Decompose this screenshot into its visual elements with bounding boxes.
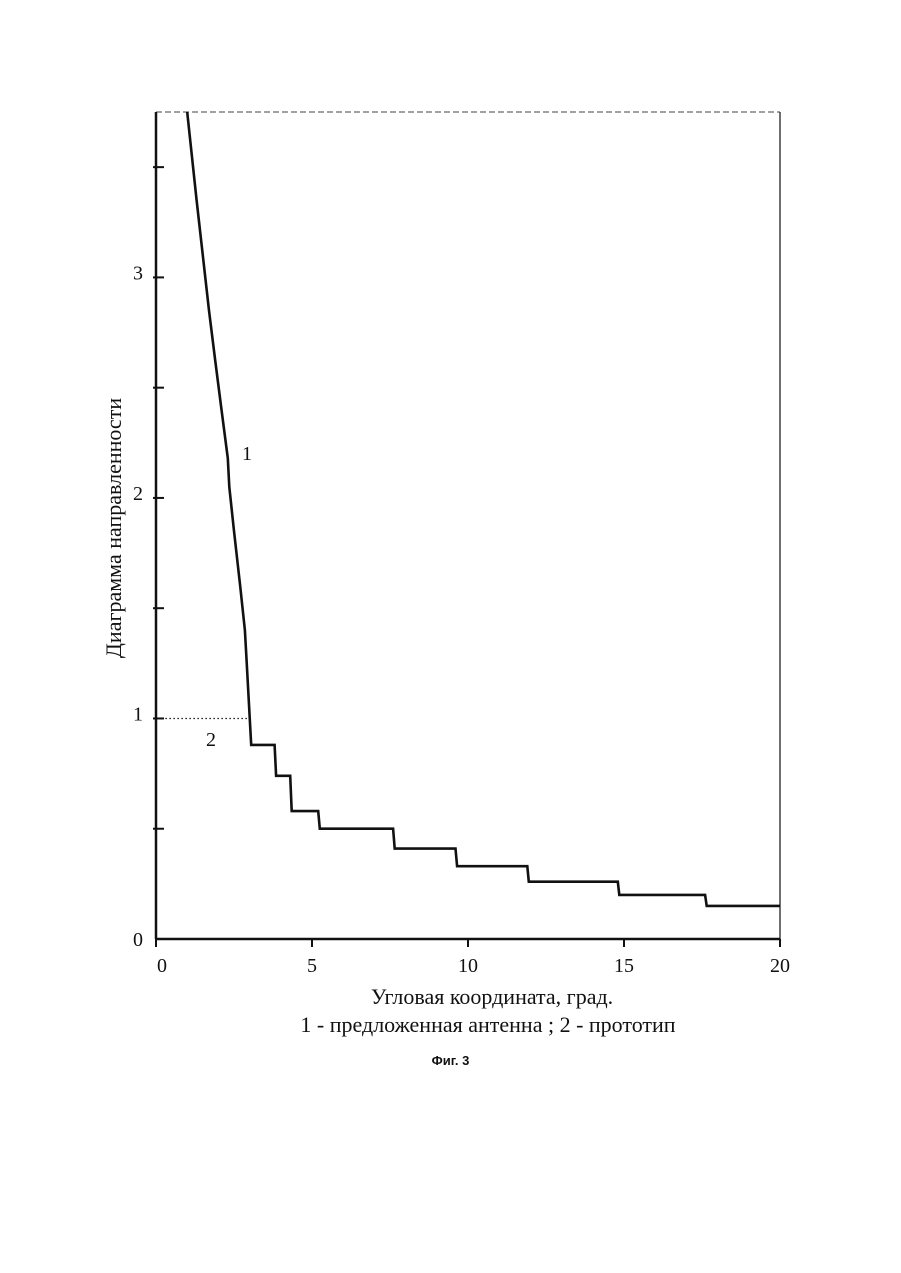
legend-text: 1 - предложенная антенна ; 2 - прототип [300,1012,675,1037]
series-layer [165,112,780,906]
ticks-layer: 0 5 10 15 20 0 1 2 3 [133,167,790,977]
x-tick-label-4: 20 [770,955,790,977]
x-axis-title: Угловая координата, град. [371,984,613,1009]
x-tick-label-2: 10 [458,955,478,977]
series-line-1 [187,112,780,906]
x-tick-label-1: 5 [307,955,317,977]
x-tick-label-3: 15 [614,955,634,977]
y-axis-title: Диаграмма направленности [101,398,126,658]
y-tick-label-0: 0 [133,929,143,951]
y-tick-label-2: 2 [133,483,143,505]
figure-caption: Фиг. 3 [0,1053,901,1068]
axes [156,112,780,939]
curve-label-1: 1 [242,443,252,465]
curve-label-2: 2 [206,729,216,751]
x-tick-label-0: 0 [157,955,167,977]
y-tick-label-1: 1 [133,703,143,725]
y-tick-label-3: 3 [133,262,143,284]
